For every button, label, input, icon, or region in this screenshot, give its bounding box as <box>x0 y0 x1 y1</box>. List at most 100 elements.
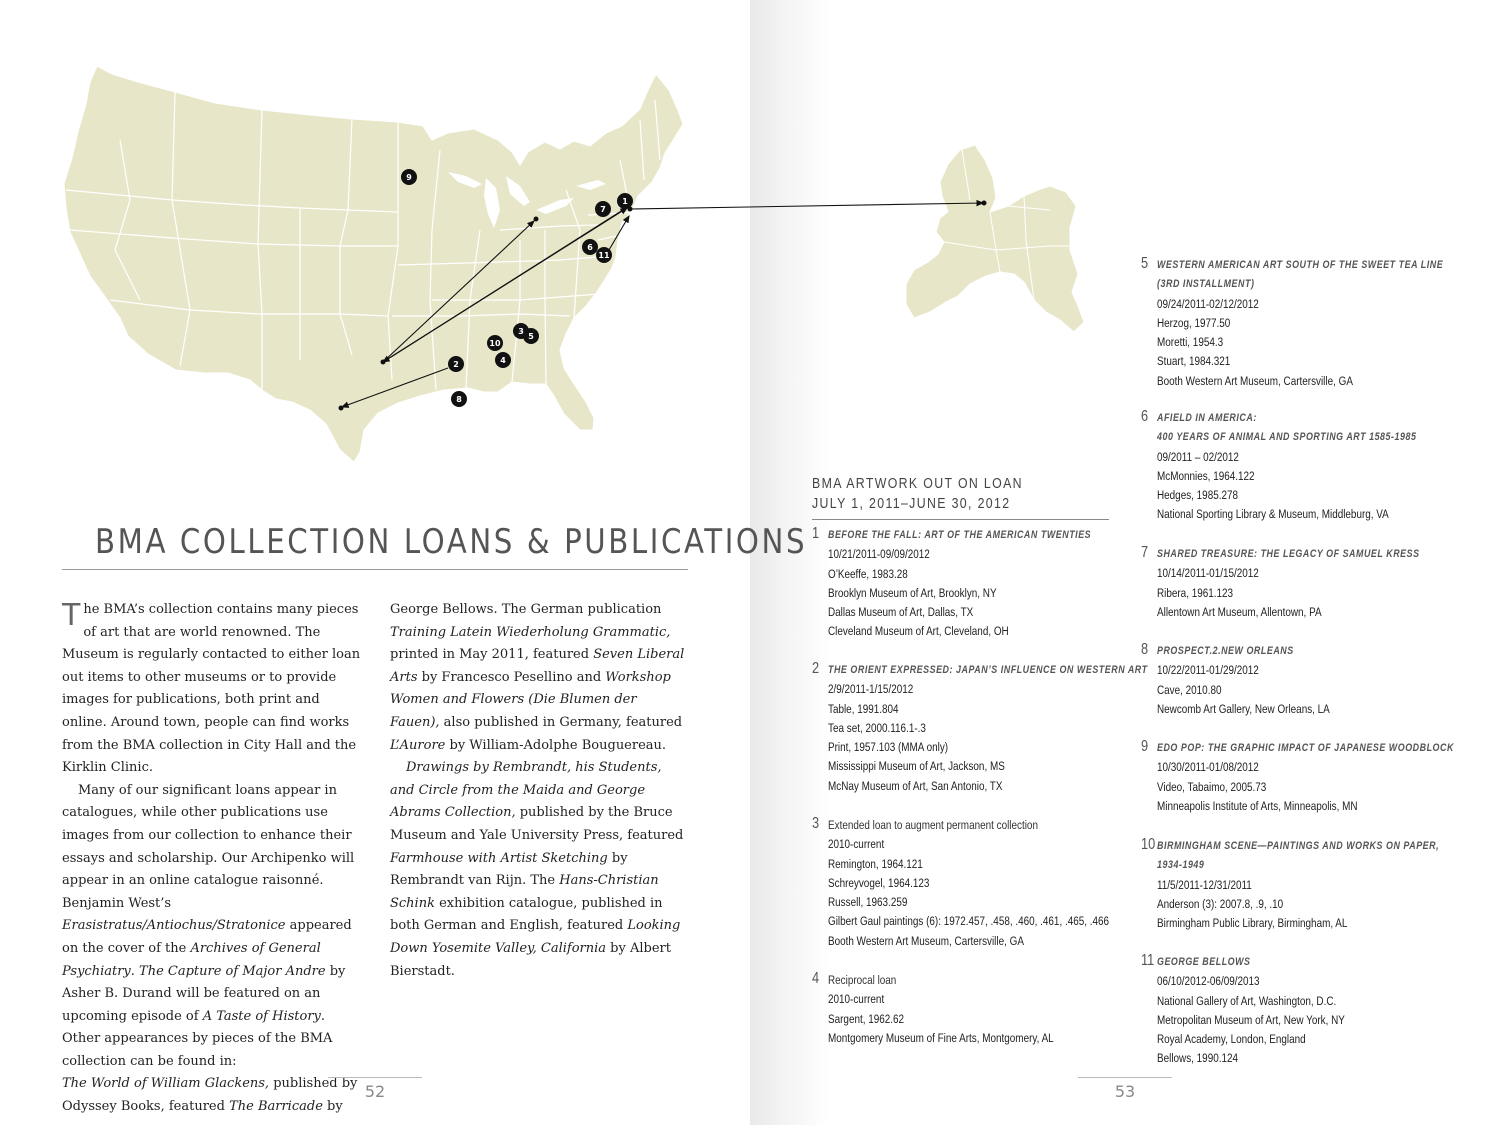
marker-9: 9 <box>401 169 417 185</box>
svg-text:5: 5 <box>528 332 534 341</box>
loan-entry-detail: 10/22/2011-01/29/2012 <box>1157 663 1259 678</box>
loan-entry-detail: Ribera, 1961.123 <box>1157 585 1234 600</box>
loan-entry-detail: Herzog, 1977.50 <box>1157 315 1231 330</box>
marker-1: 1 <box>617 193 633 209</box>
loan-entry-detail: Video, Tabaimo, 2005.73 <box>1157 779 1267 794</box>
loan-entry-title: GEORGE BELLOWS <box>1157 956 1251 968</box>
loan-entry: 8 PROSPECT.2.NEW ORLEANS 10/22/2011-01/29/… <box>1141 641 1373 719</box>
loan-entry: 4 Reciprocal loan 2010-current Sargent, 196… <box>812 970 1110 1048</box>
loan-heading-rule <box>812 519 1109 520</box>
loan-entry-detail: 10/30/2011-01/08/2012 <box>1157 760 1259 775</box>
marker-2: 2 <box>448 356 464 372</box>
loan-entry-detail: 10/21/2011-09/09/2012 <box>828 547 930 562</box>
paragraph-2: Many of our significant loans appear in … <box>62 782 355 1069</box>
loan-entry-number: 5 <box>1141 255 1149 272</box>
svg-text:6: 6 <box>587 243 593 252</box>
loan-entry-detail: Booth Western Art Museum, Cartersville, … <box>1157 373 1353 388</box>
loan-entry-detail: Tea set, 2000.116.1-.3 <box>828 720 926 735</box>
loan-entry-detail: Print, 1957.103 (MMA only) <box>828 740 949 755</box>
loan-arrows <box>340 199 985 408</box>
loan-entry-detail: 2/9/2011-1/15/2012 <box>828 682 914 697</box>
loan-entry-title: 1934-1949 <box>1157 859 1205 872</box>
loan-entry-detail: Mississippi Museum of Art, Jackson, MS <box>828 759 1005 774</box>
loan-entry: 5 WESTERN AMERICAN ART SOUTH OF THE SWEET… <box>1141 255 1500 391</box>
loan-entry-number: 10 <box>1141 836 1156 853</box>
loan-heading-line2: JULY 1, 2011–JUNE 30, 2012 <box>812 496 1011 512</box>
loan-entry-detail: Gilbert Gaul paintings (6): 1972.457, .4… <box>828 914 1110 929</box>
loan-entry-detail: Minneapolis Institute of Arts, Minneapol… <box>1157 798 1358 813</box>
marker-8: 8 <box>451 391 467 407</box>
loan-entry-detail: 2010-current <box>828 837 885 852</box>
loan-entry-detail: Newcomb Art Gallery, New Orleans, LA <box>1157 701 1330 716</box>
page-number-left: 52 <box>364 1082 386 1101</box>
loan-entry-number: 7 <box>1141 544 1149 561</box>
europe-landmass <box>905 144 1085 333</box>
usa-landmass <box>63 65 684 463</box>
loan-entry-detail: Stuart, 1984.321 <box>1157 354 1231 369</box>
marker-4: 4 <box>495 352 511 368</box>
body-column-2: George Bellows. The German publication T… <box>390 599 690 983</box>
loan-entry-number: 6 <box>1141 408 1149 425</box>
state-borders <box>65 91 661 391</box>
loan-entry-title: THE ORIENT EXPRESSED: JAPAN’S INFLUENCE … <box>828 664 1148 676</box>
loan-entry-detail: O’Keeffe, 1983.28 <box>828 566 908 581</box>
loan-entry: 6 AFIELD IN AMERICA: 400 YEARS OF ANIMAL A… <box>1141 408 1490 525</box>
loan-entry: 11 GEORGE BELLOWS 06/10/2012-06/09/2013 Nat… <box>1141 952 1392 1069</box>
paragraph-4: George Bellows. The German publication T… <box>390 602 685 753</box>
loan-entry-title: AFIELD IN AMERICA: <box>1157 412 1257 424</box>
loan-entry: 9 EDO POP: THE GRAPHIC IMPACT OF JAPANESE… <box>1141 738 1500 816</box>
loan-list-heading: BMA ARTWORK OUT ON LOAN JULY 1, 2011–JUN… <box>812 474 1076 514</box>
loan-entry-detail: Brooklyn Museum of Art, Brooklyn, NY <box>828 585 997 600</box>
loan-entry-title: (3RD INSTALLMENT) <box>1157 278 1255 291</box>
loan-entry-detail: Booth Western Art Museum, Cartersville, … <box>828 933 1024 948</box>
loan-entry-detail: 2010-current <box>828 992 885 1007</box>
loan-entry-detail: Montgomery Museum of Fine Arts, Montgome… <box>828 1030 1054 1045</box>
svg-text:8: 8 <box>456 395 462 404</box>
loan-entry-detail: Remington, 1964.121 <box>828 856 923 871</box>
page-title: BMA COLLECTION LOANS & PUBLICATIONS <box>95 522 808 562</box>
loan-entry-title: 400 YEARS OF ANIMAL AND SPORTING ART 158… <box>1157 431 1417 444</box>
loan-entry: 3 Extended loan to augment permanent coll… <box>812 815 1179 951</box>
loan-entry-detail: National Gallery of Art, Washington, D.C… <box>1157 993 1337 1008</box>
svg-text:4: 4 <box>500 356 506 365</box>
loan-entry-detail: 09/2011 – 02/2012 <box>1157 449 1239 464</box>
title-rule <box>62 569 688 570</box>
loan-entry-type: Extended loan to augment permanent colle… <box>828 818 1038 832</box>
loan-entry: 10 BIRMINGHAM SCENE—PAINTINGS AND WORKS O… <box>1141 836 1500 933</box>
loan-entry-detail: Hedges, 1985.278 <box>1157 488 1239 503</box>
loan-entry-detail: 11/5/2011-12/31/2011 <box>1157 877 1252 892</box>
loan-entry-detail: Anderson (3): 2007.8, .9, .10 <box>1157 896 1284 911</box>
svg-text:10: 10 <box>489 339 501 348</box>
svg-text:11: 11 <box>598 251 610 260</box>
loan-entry: 2 THE ORIENT EXPRESSED: JAPAN’S INFLUENCE… <box>812 660 1238 796</box>
marker-11: 11 <box>596 247 612 263</box>
loan-entry-title: WESTERN AMERICAN ART SOUTH OF THE SWEET … <box>1157 259 1444 271</box>
loan-entry-title: PROSPECT.2.NEW ORLEANS <box>1157 645 1294 657</box>
svg-text:9: 9 <box>406 173 412 182</box>
marker-10: 10 <box>487 335 503 351</box>
loan-entry-detail: Schreyvogel, 1964.123 <box>828 875 930 890</box>
loan-entry-title: EDO POP: THE GRAPHIC IMPACT OF JAPANESE … <box>1157 742 1454 754</box>
loan-entry-detail: 10/14/2011-01/15/2012 <box>1157 566 1259 581</box>
loan-entry-detail: Sargent, 1962.62 <box>828 1011 905 1026</box>
loan-entry-detail: Table, 1991.804 <box>828 701 899 716</box>
loan-entry-detail: Metropolitan Museum of Art, New York, NY <box>1157 1012 1345 1027</box>
loan-entry-detail: 06/10/2012-06/09/2013 <box>1157 974 1260 989</box>
page-number-right: 53 <box>1114 1082 1136 1101</box>
loan-entry-detail: McNay Museum of Art, San Antonio, TX <box>828 778 1003 793</box>
marker-7: 7 <box>595 201 611 217</box>
loan-entry-number: 1 <box>812 525 820 542</box>
loan-entry-number: 4 <box>812 970 820 987</box>
loan-map: 1 7 6 11 9 3 5 10 4 2 8 <box>63 65 1085 463</box>
loan-entry-detail: 09/24/2011-02/12/2012 <box>1157 296 1259 311</box>
right-page <box>750 0 1500 1125</box>
loan-entry-detail: Birmingham Public Library, Birmingham, A… <box>1157 916 1348 931</box>
loan-entry-title: BEFORE THE FALL: ART OF THE AMERICAN TWE… <box>828 529 1092 541</box>
loan-entry-detail: Dallas Museum of Art, Dallas, TX <box>828 605 974 620</box>
loan-entry-detail: Bellows, 1990.124 <box>1157 1051 1239 1066</box>
folio-rule-right <box>1078 1077 1172 1078</box>
svg-text:3: 3 <box>518 327 524 336</box>
loan-heading-line1: BMA ARTWORK OUT ON LOAN <box>812 476 1023 492</box>
